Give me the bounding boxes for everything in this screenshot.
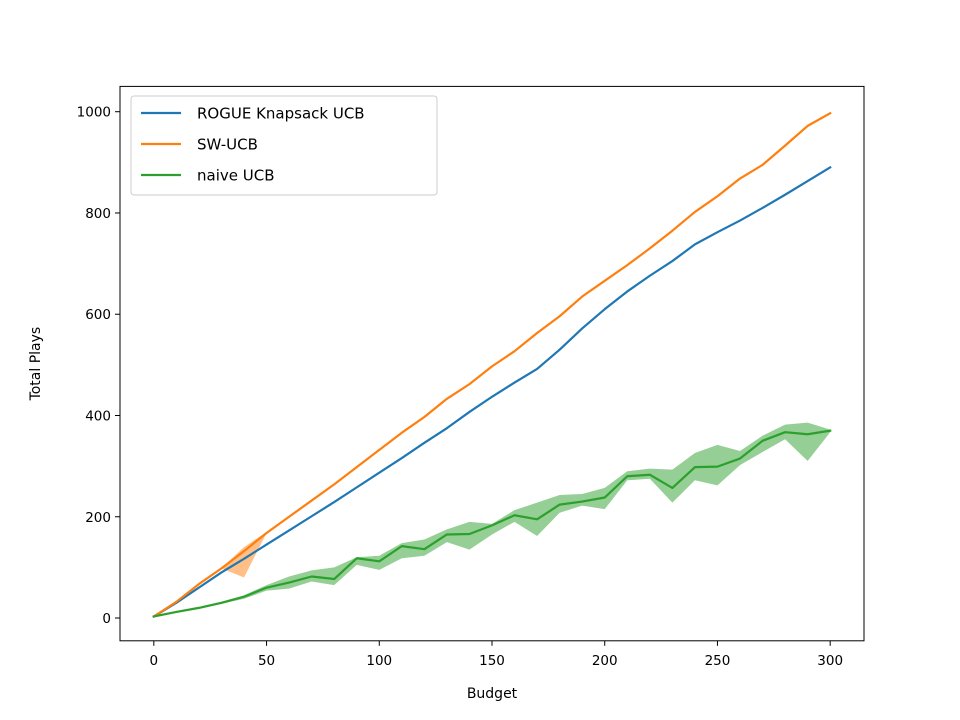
y-tick-label: 400 xyxy=(85,408,111,424)
legend-label-1: SW-UCB xyxy=(197,136,258,154)
y-tick-label: 800 xyxy=(85,206,111,222)
x-tick-label: 250 xyxy=(705,653,731,669)
band-series-2 xyxy=(153,422,831,617)
x-tick-label: 200 xyxy=(592,653,618,669)
legend-label-0: ROGUE Knapsack UCB xyxy=(197,105,365,123)
line-series-1 xyxy=(152,111,832,619)
y-tick-label: 0 xyxy=(102,611,111,627)
x-axis: 0 50 100 150 200 250 300 xyxy=(150,640,843,669)
legend-frame xyxy=(130,95,438,196)
x-tick-label: 150 xyxy=(479,653,505,669)
legend: ROGUE Knapsack UCB SW-UCB naive UCB xyxy=(130,95,438,196)
series-lines xyxy=(152,111,832,619)
x-tick-label: 300 xyxy=(817,653,843,669)
legend-label-2: naive UCB xyxy=(197,167,274,185)
line-series-0 xyxy=(152,165,832,619)
y-axis: 0 200 400 600 800 1000 xyxy=(77,105,120,627)
y-tick-label: 600 xyxy=(85,307,111,323)
x-axis-label: Budget xyxy=(467,686,518,702)
x-tick-label: 100 xyxy=(366,653,392,669)
x-tick-label: 50 xyxy=(258,653,275,669)
y-tick-label: 200 xyxy=(85,510,111,526)
x-tick-label: 0 xyxy=(150,653,159,669)
y-axis-label: Total Plays xyxy=(28,327,44,402)
line-series-2 xyxy=(152,429,832,618)
y-tick-label: 1000 xyxy=(77,105,111,121)
confidence-bands xyxy=(153,113,831,617)
